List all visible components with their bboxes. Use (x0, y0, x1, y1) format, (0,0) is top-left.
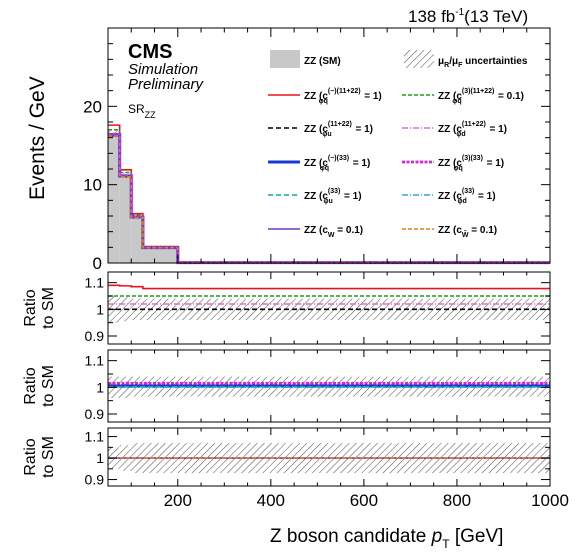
ratio-panel-3: 0.9 1 1.1 Ratio to SM 200 400 600 800 1000 (22, 427, 569, 510)
ratio-y-title-a-1: Ratio (22, 289, 39, 326)
legend-entry-4: ZZ (c(11+22) φu = 1) (268, 121, 373, 138)
legend-label-11: ZZ (cW̃ = 0.1) (438, 225, 497, 239)
legend: ZZ (SM) μR/μF uncertainties ZZ (c(−)(11+22… (268, 50, 528, 239)
legend-entry-6: ZZ (c(−)(33) φq = 1) (268, 155, 370, 172)
lumi-label: 138 fb-1(13 TeV) (408, 7, 528, 26)
sm-bar-1 (119, 176, 132, 263)
main-panel: 0 10 20 CMS Simulation Preliminary SRZZ ZZ… (83, 27, 551, 273)
legend-label-8: ZZ (c(33) φu = 1) (304, 188, 362, 205)
legend-label-3: ZZ (c(3)(11+22) φq = 0.1) (438, 88, 524, 105)
y-axis-title: Events / GeV (26, 76, 49, 200)
legend-label-6: ZZ (c(−)(33) φq = 1) (304, 155, 370, 172)
sm-bar-2 (131, 217, 143, 263)
ratio-y-title-b-1: to SM (40, 287, 57, 329)
ratio-y-title-a-3: Ratio (22, 438, 39, 475)
legend-entry-11: ZZ (cW̃ = 0.1) (402, 225, 497, 239)
x-tick-label-1000: 1000 (531, 491, 569, 510)
legend-label-7: ZZ (c(3)(33) φq = 1) (438, 155, 504, 172)
ratio-y-label-3-1.1: 1.1 (85, 429, 105, 445)
preliminary-label: Preliminary (128, 76, 205, 93)
ratio-y-title-b-3: to SM (40, 436, 57, 478)
legend-entry-5: ZZ (c(11+22) φd = 1) (402, 121, 507, 138)
legend-label-1: μR/μF uncertainties (438, 56, 528, 69)
x-tick-label-200: 200 (164, 491, 192, 510)
ratio-y-label-3-1: 1 (96, 450, 104, 466)
legend-entry-0: ZZ (SM) (270, 50, 341, 68)
ratio-y-title-b-2: to SM (40, 365, 57, 407)
sm-bar-3 (142, 247, 178, 263)
y-tick-label-0: 0 (93, 254, 102, 273)
main-x-ticks (130, 28, 551, 263)
x-tick-label-600: 600 (350, 491, 378, 510)
ratio-panel-2: 0.9 1 1.1 Ratio to SM (22, 349, 551, 423)
ratio-frame-3 (107, 427, 551, 487)
ratio-y-label-1-0.9: 0.9 (85, 328, 105, 344)
ratio-y-label-3-0.9: 0.9 (85, 472, 105, 488)
legend-label-10: ZZ (cW = 0.1) (304, 225, 363, 239)
main-y-ticks: 0 10 20 (83, 43, 550, 273)
ratio-frame-1 (107, 271, 551, 345)
ratio-y-label-2-1: 1 (96, 379, 104, 395)
legend-entry-3: ZZ (c(3)(11+22) φq = 0.1) (402, 88, 524, 105)
ratio-band-1-2 (131, 298, 143, 320)
ratio-frame-2 (107, 349, 551, 423)
legend-label-0: ZZ (SM) (304, 56, 341, 67)
legend-entry-1: μR/μF uncertainties (404, 50, 528, 69)
legend-label-5: ZZ (c(11+22) φd = 1) (438, 121, 507, 138)
legend-entry-7: ZZ (c(3)(33) φq = 1) (402, 155, 504, 172)
x-tick-label-400: 400 (257, 491, 285, 510)
legend-entry-8: ZZ (c(33) φu = 1) (268, 188, 362, 205)
y-tick-label-10: 10 (83, 176, 102, 195)
legend-label-9: ZZ (c(33) φd = 1) (438, 188, 496, 205)
y-tick-label-20: 20 (83, 97, 102, 116)
ratio-panel-1: 0.9 1 1.1 Ratio to SM (22, 271, 551, 345)
legend-entry-9: ZZ (c(33) φd = 1) (402, 188, 496, 205)
ratio-y-label-2-1.1: 1.1 (85, 353, 105, 369)
legend-label-2: ZZ (c(−)(11+22) φq = 1) (304, 88, 382, 105)
ratio-y-label-2-0.9: 0.9 (85, 406, 105, 422)
ratio-line-1-2 (108, 284, 550, 290)
legend-label-4: ZZ (c(11+22) φu = 1) (304, 121, 373, 138)
x-axis-title: Z boson candidate pT [GeV] (270, 526, 503, 551)
ratio-y-title-a-2: Ratio (22, 367, 39, 404)
cms-label: CMS (128, 41, 172, 63)
sm-bar-0 (108, 136, 120, 263)
ratio-y-label-1-1.1: 1.1 (85, 275, 105, 291)
x-tick-label-800: 800 (443, 491, 471, 510)
ratio-y-label-1-1: 1 (96, 301, 104, 317)
region-label: SRZZ (128, 102, 156, 120)
legend-swatch-1 (404, 50, 434, 68)
main-panel-frame (107, 27, 551, 264)
simulation-label: Simulation (128, 61, 198, 78)
legend-entry-2: ZZ (c(−)(11+22) φq = 1) (268, 88, 382, 105)
legend-swatch-0 (270, 50, 300, 68)
legend-entry-10: ZZ (cW = 0.1) (268, 225, 363, 239)
